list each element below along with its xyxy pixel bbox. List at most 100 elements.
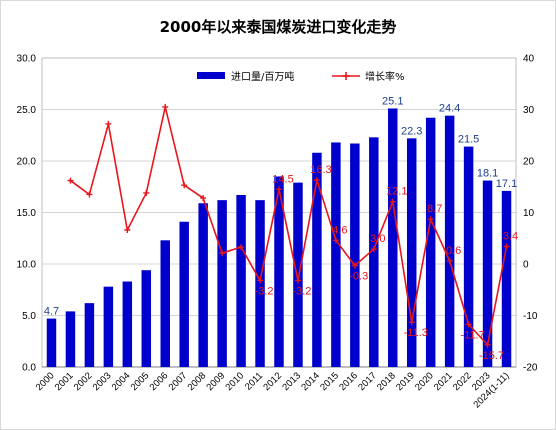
growth-data-label: 16.3 [310,164,331,176]
growth-marker [276,186,282,193]
growth-data-label: -11.3 [404,327,428,339]
growth-marker [465,321,472,328]
x-tick-label: 2001 [53,370,76,393]
x-tick-label: 2013 [280,370,303,393]
bar [501,190,512,367]
x-tick-label: 2009 [205,370,228,393]
y-left-tick-label: 15.0 [17,208,37,219]
x-tick-label: 2000 [34,370,57,393]
growth-data-label: -3.2 [292,285,311,297]
bar [217,200,227,367]
x-tick-label: 2019 [394,370,417,393]
y-right-tick-label: -20 [523,363,538,374]
bar [406,138,417,367]
bar [198,203,208,367]
growth-marker [351,262,358,269]
x-tick-label: 2014 [299,370,322,393]
growth-data-label: 0.6 [446,245,461,257]
bar [84,303,95,367]
growth-marker [238,244,245,251]
growth-marker [143,189,150,196]
growth-marker [181,182,188,189]
x-tick-label: 2003 [91,370,114,393]
growth-marker [446,257,453,264]
growth-marker [503,243,510,250]
bar [331,142,341,367]
growth-marker [370,246,377,253]
x-tick-label: 2011 [243,370,265,392]
y-right-tick-label: 20 [523,157,535,168]
growth-data-label: -0.3 [349,271,368,283]
y-right-tick-label: 40 [523,54,535,65]
bar [160,240,170,367]
x-tick-label: 2015 [318,370,341,393]
growth-marker [219,250,226,257]
x-tick-label: 2007 [167,370,190,393]
legend-swatch-growth-marker [342,72,350,80]
bar [141,270,152,367]
x-tick-label: 2002 [72,370,95,393]
growth-data-label: 4.6 [332,224,347,236]
x-tick-label: 2022 [451,370,474,393]
growth-marker [484,341,491,348]
data-labels: 4.7 25.1 22.3 24.4 21.5 18.117.1 -3.2 14.5 -3.2 1… [44,95,518,361]
x-tick-label: 2012 [261,370,284,393]
bar [179,221,189,367]
bar [463,146,474,367]
y-left-tick-label: 30.0 [17,54,37,65]
bar-data-label: 22.3 [401,125,422,137]
bar [46,318,57,367]
growth-marker [332,237,339,244]
y-right-tick-label: -10 [523,311,538,322]
chart-title: 2000年以来泰国煤炭进口变化走势 [160,18,397,36]
growth-marker [162,103,169,110]
growth-marker [408,319,415,326]
growth-marker [86,191,93,198]
bar [103,286,114,367]
y-left-tick-label: 10.0 [17,260,37,271]
growth-data-label: -15.7 [479,350,504,362]
y-left-tick-label: 25.0 [17,105,37,116]
x-tick-label: 2004 [110,370,133,393]
bar [425,117,436,368]
legend: 进口量/百万吨 增长率% [197,70,405,83]
growth-data-label: 3.0 [370,233,385,245]
y-right-tick-label: 0 [523,260,529,271]
bar [255,200,265,367]
bar [312,152,322,367]
growth-marker [124,227,131,234]
legend-label-growth-rate: 增长率% [365,70,405,83]
x-tick-label: 2008 [186,370,209,393]
growth-marker [313,177,320,184]
bar-data-label: 18.1 [477,168,498,180]
bar [65,311,76,367]
bar-data-label: 17.1 [496,178,517,190]
growth-marker [105,120,112,127]
x-tick-label: 2018 [375,370,398,393]
growth-data-label: -11.7 [460,329,484,341]
y-right-tick-label: 10 [523,208,535,219]
growth-marker [294,277,301,284]
bar-series-import-volume [46,108,512,368]
legend-swatch-import-volume [197,72,225,79]
legend-label-import-volume: 进口量/百万吨 [231,70,294,83]
bar [369,137,379,367]
x-tick-label: 2020 [413,370,436,393]
growth-marker [389,198,396,205]
bar [388,108,398,367]
growth-data-label: -3.2 [255,285,274,297]
growth-data-label: 3.4 [503,230,518,242]
bar [122,281,133,367]
bar [274,176,284,367]
growth-marker [200,195,207,202]
bar-data-label: 21.5 [458,134,479,146]
bar-data-label: 4.7 [44,306,59,318]
bar [444,115,455,368]
x-tick-label: 2017 [356,370,379,393]
y-left-tick-label: 0.0 [22,363,36,374]
x-tick-label: 2021 [432,370,455,393]
growth-data-label: 12.1 [386,186,407,198]
growth-data-label: 14.5 [272,173,293,185]
